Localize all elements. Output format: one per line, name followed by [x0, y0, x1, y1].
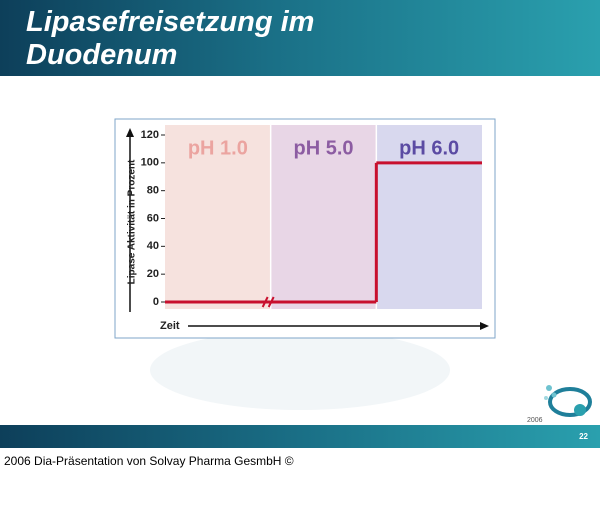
- y-axis-arrow: [126, 128, 134, 137]
- break-mark: [261, 296, 275, 308]
- y-tick-label: 40: [147, 240, 159, 252]
- y-tick-label: 100: [141, 157, 159, 169]
- phase-band: [270, 125, 377, 309]
- footer: 2006 Dia-Präsentation von Solvay Pharma …: [4, 454, 294, 468]
- phase-band: [165, 125, 271, 309]
- y-axis-label: Lipase Aktivität in Prozent: [127, 159, 138, 284]
- y-tick-label: 60: [147, 212, 159, 224]
- logo-year: 2006: [527, 417, 543, 424]
- slide-title: Lipasefreisetzung im Duodenum: [26, 6, 315, 71]
- y-tick-label: 0: [153, 296, 159, 308]
- phase-label: pH 5.0: [293, 137, 353, 159]
- page-number: 22: [579, 432, 588, 441]
- x-axis-arrow: [480, 322, 489, 330]
- phase-band: [376, 125, 482, 309]
- chart: pH 1.0 pH 5.0 pH 6.0 Lipase Aktivität in Pr…: [114, 118, 592, 417]
- y-tick-label: 20: [147, 268, 159, 280]
- background-swirl: [150, 330, 450, 410]
- logo: [544, 385, 592, 417]
- y-tick-label: 80: [147, 185, 159, 197]
- header-bar: Lipasefreisetzung im Duodenum: [0, 0, 600, 76]
- x-axis-label: Zeit: [160, 320, 180, 332]
- bottom-bar: 22: [0, 425, 600, 448]
- y-tick-label: 120: [141, 129, 159, 141]
- phase-label: pH 1.0: [188, 137, 248, 159]
- phase-label: pH 6.0: [399, 137, 459, 159]
